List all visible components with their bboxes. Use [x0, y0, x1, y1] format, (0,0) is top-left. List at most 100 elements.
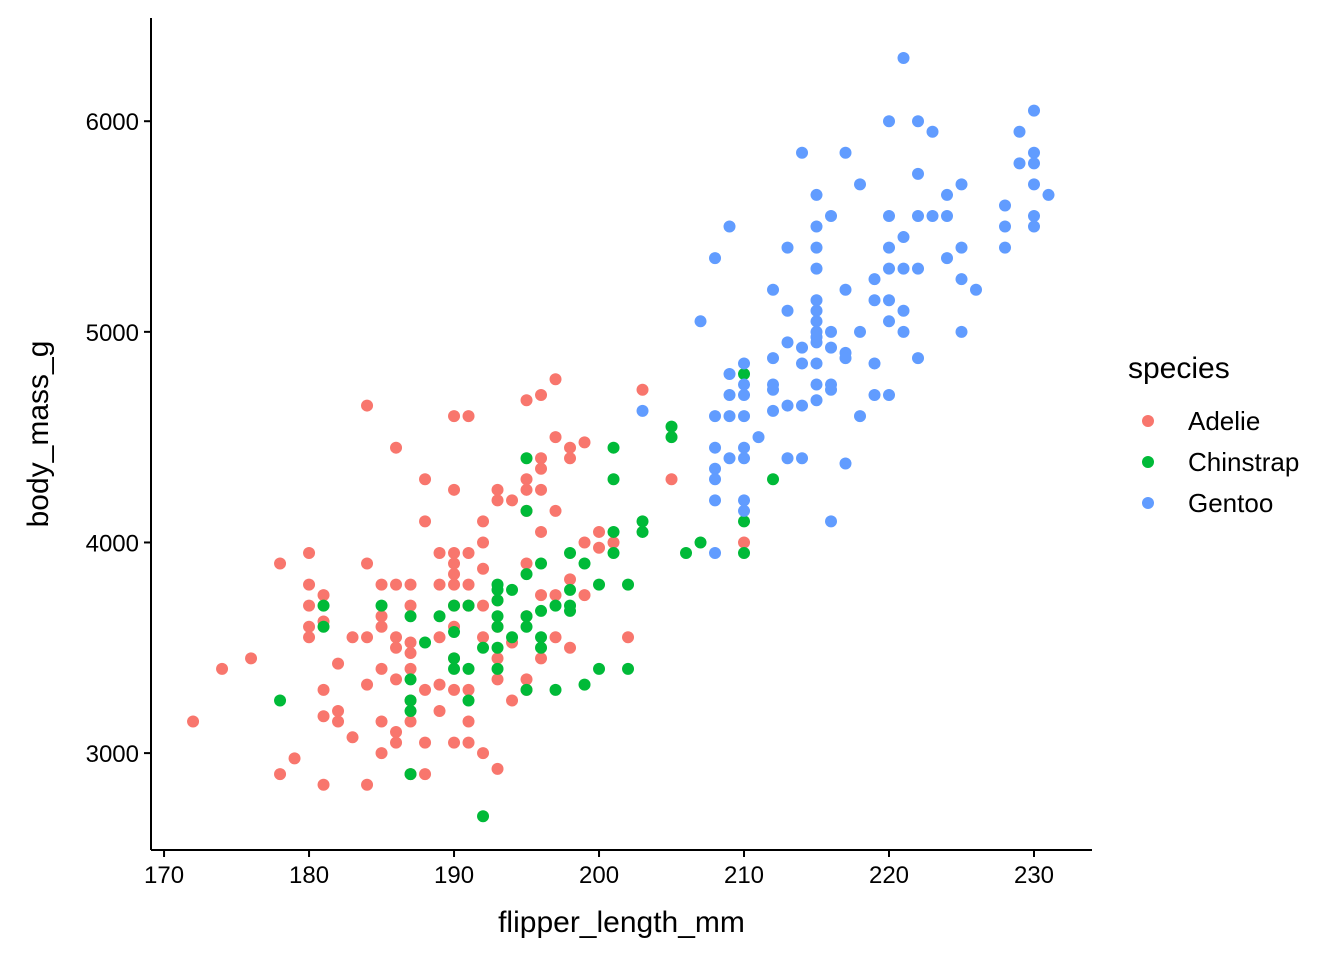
point-adelie [593, 541, 606, 554]
point-chinstrap [477, 641, 490, 654]
point-gentoo [1028, 104, 1041, 117]
point-adelie [404, 647, 417, 660]
point-gentoo [738, 410, 751, 423]
point-adelie [419, 473, 432, 486]
point-gentoo [883, 315, 896, 328]
y-tick-label: 6000 [86, 109, 139, 136]
point-gentoo [1042, 188, 1055, 201]
point-adelie [549, 373, 562, 386]
point-gentoo [738, 441, 751, 454]
point-chinstrap [448, 599, 461, 612]
x-ticks: 170 180 190 200 210 220 230 [144, 850, 1054, 889]
point-adelie [593, 525, 606, 538]
point-adelie [303, 599, 316, 612]
point-gentoo [810, 262, 823, 275]
point-adelie [361, 678, 374, 691]
point-adelie [375, 747, 388, 760]
legend: species Adelie Chinstrap Gentoo [1128, 352, 1299, 518]
point-gentoo [825, 209, 838, 222]
point-gentoo [1028, 178, 1041, 191]
point-chinstrap [680, 547, 693, 560]
point-gentoo [810, 336, 823, 349]
point-gentoo [1028, 157, 1041, 170]
point-gentoo [883, 241, 896, 254]
point-adelie [448, 736, 461, 749]
point-chinstrap [404, 610, 417, 623]
point-adelie [535, 389, 548, 402]
point-adelie [433, 678, 446, 691]
point-gentoo [926, 125, 939, 138]
point-adelie [607, 536, 620, 549]
point-adelie [448, 410, 461, 423]
point-gentoo [854, 410, 867, 423]
point-gentoo [723, 389, 736, 402]
point-gentoo [955, 178, 968, 191]
point-gentoo [955, 241, 968, 254]
point-chinstrap [607, 547, 620, 560]
point-adelie [375, 620, 388, 633]
y-axis-title: body_mass_g [22, 341, 55, 528]
point-adelie [317, 683, 330, 696]
y-tick-label: 5000 [86, 320, 139, 347]
point-adelie [462, 578, 475, 591]
point-chinstrap [636, 515, 649, 528]
x-tick-label: 170 [144, 862, 184, 889]
point-adelie [332, 657, 345, 670]
point-gentoo [752, 431, 765, 444]
point-adelie [491, 762, 504, 775]
point-gentoo [912, 262, 925, 275]
point-adelie [477, 631, 490, 644]
point-adelie [187, 715, 200, 728]
point-gentoo [897, 262, 910, 275]
legend-items: Adelie Chinstrap Gentoo [1142, 406, 1299, 518]
point-adelie [477, 599, 490, 612]
point-adelie [477, 536, 490, 549]
point-adelie [520, 473, 533, 486]
point-chinstrap [506, 583, 519, 596]
point-chinstrap [578, 678, 591, 691]
point-adelie [433, 704, 446, 717]
y-ticks: 3000 4000 5000 6000 [86, 109, 151, 768]
point-adelie [665, 473, 678, 486]
point-chinstrap [738, 515, 751, 528]
point-adelie [491, 673, 504, 686]
point-gentoo [883, 262, 896, 275]
point-adelie [433, 631, 446, 644]
point-gentoo [1013, 125, 1026, 138]
point-chinstrap [419, 636, 432, 649]
point-adelie [738, 536, 751, 549]
point-gentoo [694, 315, 707, 328]
point-chinstrap [535, 557, 548, 570]
point-gentoo [825, 325, 838, 338]
point-gentoo [781, 241, 794, 254]
point-gentoo [883, 115, 896, 128]
point-adelie [361, 557, 374, 570]
point-chinstrap [607, 525, 620, 538]
point-chinstrap [491, 594, 504, 607]
point-gentoo [723, 220, 736, 233]
point-adelie [419, 768, 432, 781]
x-tick-label: 230 [1014, 862, 1054, 889]
point-adelie [506, 494, 519, 507]
point-adelie [419, 736, 432, 749]
point-adelie [448, 578, 461, 591]
point-adelie [578, 536, 591, 549]
point-gentoo [941, 209, 954, 222]
point-chinstrap [520, 452, 533, 465]
point-gentoo [781, 452, 794, 465]
legend-label-chinstrap: Chinstrap [1188, 447, 1299, 477]
point-gentoo [897, 52, 910, 65]
point-gentoo [738, 504, 751, 517]
point-chinstrap [462, 662, 475, 675]
point-gentoo [955, 273, 968, 286]
point-gentoo [796, 399, 809, 412]
point-adelie [535, 462, 548, 475]
point-adelie [549, 431, 562, 444]
point-gentoo [796, 146, 809, 159]
point-gentoo [810, 188, 823, 201]
point-gentoo [868, 389, 881, 402]
point-gentoo [1028, 220, 1041, 233]
point-adelie [317, 710, 330, 723]
point-adelie [375, 610, 388, 623]
point-gentoo [723, 367, 736, 380]
